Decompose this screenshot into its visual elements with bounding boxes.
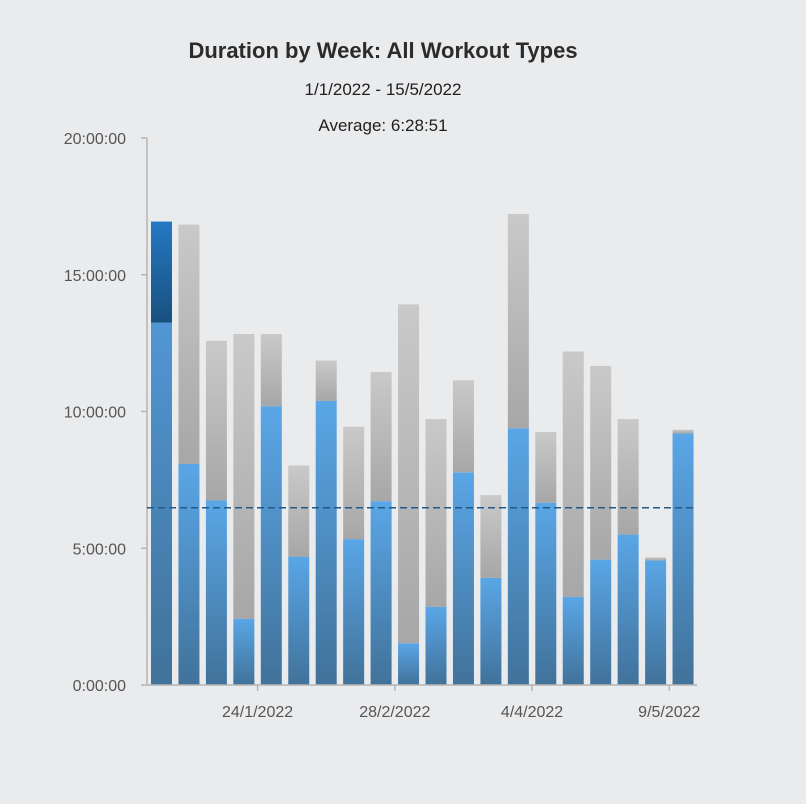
bar-secondary-week-16 bbox=[562, 351, 584, 597]
bar-primary-week-18 bbox=[617, 534, 639, 685]
bar-primary-week-12 bbox=[452, 472, 474, 685]
bar-primary-week-9 bbox=[370, 501, 392, 685]
bar-secondary-week-3 bbox=[205, 340, 227, 501]
y-tick-label: 10:00:00 bbox=[64, 405, 126, 422]
bar-secondary-week-19 bbox=[645, 557, 667, 561]
bar-secondary-week-8 bbox=[343, 426, 365, 540]
x-tick-label: 28/2/2022 bbox=[359, 704, 430, 721]
bar-secondary-week-20 bbox=[672, 429, 694, 434]
bar-secondary-week-5 bbox=[260, 334, 282, 407]
bar-primary-week-19 bbox=[645, 560, 667, 685]
bar-primary-week-11 bbox=[425, 606, 447, 685]
axes-group bbox=[146, 138, 697, 686]
y-tick-label: 20:00:00 bbox=[64, 131, 126, 148]
x-tick-label: 24/1/2022 bbox=[222, 704, 293, 721]
bar-primary-week-5 bbox=[260, 406, 282, 685]
bar-secondary-week-10 bbox=[398, 304, 420, 644]
bar-primary-week-13 bbox=[480, 577, 502, 685]
x-tick-label: 4/4/2022 bbox=[501, 704, 563, 721]
bar-primary-week-6 bbox=[288, 556, 310, 685]
bar-primary-week-15 bbox=[535, 502, 557, 685]
bar-primary-week-14 bbox=[507, 428, 529, 685]
x-tick-label: 9/5/2022 bbox=[638, 704, 700, 721]
chart-average: Average: 6:28:51 bbox=[318, 116, 448, 135]
bar-primary-week-16 bbox=[562, 596, 584, 685]
bar-secondary-week-6 bbox=[288, 465, 310, 557]
bar-secondary-week-18 bbox=[617, 419, 639, 535]
bar-secondary-week-9 bbox=[370, 371, 392, 502]
x-ticks-group: 24/1/2022 28/2/2022 4/4/2022 9/5/2022 bbox=[222, 685, 701, 721]
bar-secondary-week-13 bbox=[480, 495, 502, 578]
bar-primary-week-2 bbox=[178, 463, 200, 685]
chart-date-range: 1/1/2022 - 15/5/2022 bbox=[304, 80, 462, 99]
chart-title: Duration by Week: All Workout Types bbox=[188, 38, 578, 63]
y-tick-label: 15:00:00 bbox=[64, 268, 126, 285]
bar-primary-week-1 bbox=[151, 322, 172, 685]
bar-secondary-week-1 bbox=[151, 221, 172, 323]
bar-primary-week-3 bbox=[205, 500, 227, 685]
bar-primary-week-7 bbox=[315, 400, 337, 685]
y-ticks-group: 0:00:00 5:00:00 10:00:00 15:00:00 20:00:00 bbox=[64, 131, 147, 695]
bar-secondary-week-11 bbox=[425, 419, 447, 607]
bar-primary-week-10 bbox=[398, 643, 420, 685]
bar-primary-week-8 bbox=[343, 539, 365, 685]
y-tick-label: 0:00:00 bbox=[73, 678, 126, 695]
bar-secondary-week-2 bbox=[178, 224, 200, 464]
bar-primary-week-17 bbox=[590, 559, 612, 685]
bar-secondary-week-17 bbox=[590, 365, 612, 560]
bar-primary-week-20 bbox=[672, 433, 694, 685]
bars-group bbox=[151, 213, 694, 685]
y-tick-label: 5:00:00 bbox=[73, 541, 126, 558]
bar-secondary-week-15 bbox=[535, 432, 557, 503]
bar-secondary-week-14 bbox=[507, 213, 529, 429]
bar-secondary-week-12 bbox=[452, 380, 474, 473]
bar-primary-week-4 bbox=[233, 618, 255, 685]
bar-secondary-week-7 bbox=[315, 360, 337, 401]
bar-secondary-week-4 bbox=[233, 334, 255, 619]
